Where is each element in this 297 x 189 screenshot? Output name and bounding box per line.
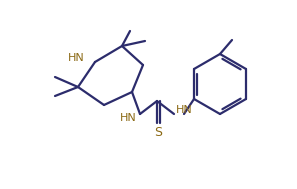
Text: S: S <box>154 126 162 139</box>
Text: HN: HN <box>68 53 85 63</box>
Text: HN: HN <box>176 105 193 115</box>
Text: HN: HN <box>120 113 137 123</box>
